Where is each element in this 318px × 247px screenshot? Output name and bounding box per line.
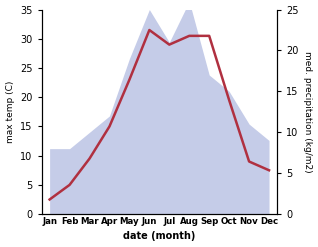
X-axis label: date (month): date (month) — [123, 231, 196, 242]
Y-axis label: max temp (C): max temp (C) — [5, 81, 15, 143]
Y-axis label: med. precipitation (kg/m2): med. precipitation (kg/m2) — [303, 51, 313, 173]
